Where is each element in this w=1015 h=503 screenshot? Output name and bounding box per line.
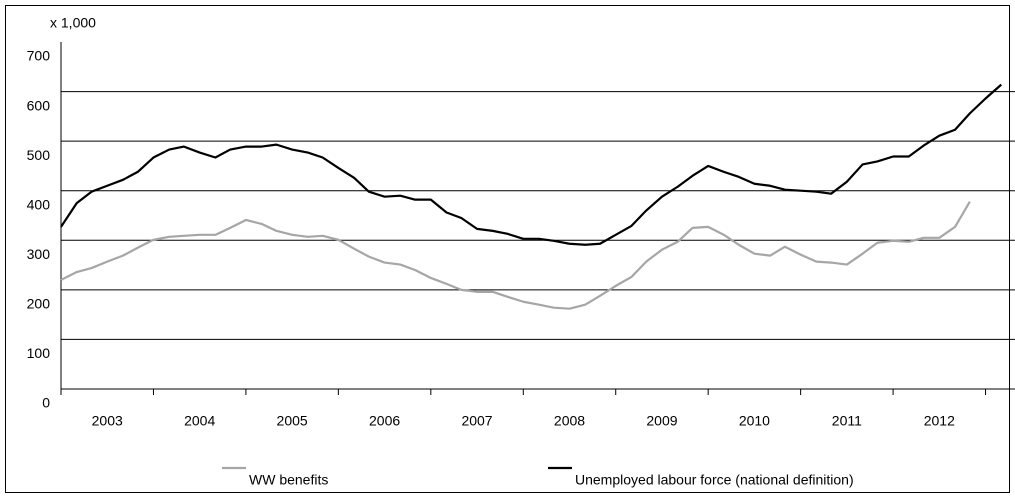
legend-label: Unemployed labour force (national defini… (575, 472, 854, 488)
x-tick-label: 2005 (277, 413, 308, 429)
unit-label: x 1,000 (50, 15, 96, 31)
x-tick-label: 2006 (369, 413, 400, 429)
x-tick-label: 2010 (739, 413, 770, 429)
series-line (60, 201, 971, 310)
y-tick-label: 600 (27, 97, 51, 113)
x-tick-label: 2008 (554, 413, 585, 429)
y-tick-label: 0 (42, 395, 50, 411)
x-tick-label: 2011 (832, 413, 862, 429)
y-tick-label: 200 (27, 296, 51, 312)
y-tick-label: 300 (27, 246, 51, 262)
series-line (60, 83, 1002, 246)
y-tick-label: 500 (27, 147, 51, 163)
y-tick-label: 700 (27, 48, 51, 64)
y-tick-label: 100 (27, 345, 51, 361)
legend-label: WW benefits (249, 472, 328, 488)
x-tick-label: 2004 (184, 413, 215, 429)
x-tick-label: 2012 (924, 413, 955, 429)
x-tick-label: 2007 (461, 413, 492, 429)
x-tick-label: 2003 (92, 413, 123, 429)
x-tick-label: 2009 (646, 413, 677, 429)
frame (5, 5, 1010, 493)
y-tick-label: 400 (27, 196, 51, 212)
